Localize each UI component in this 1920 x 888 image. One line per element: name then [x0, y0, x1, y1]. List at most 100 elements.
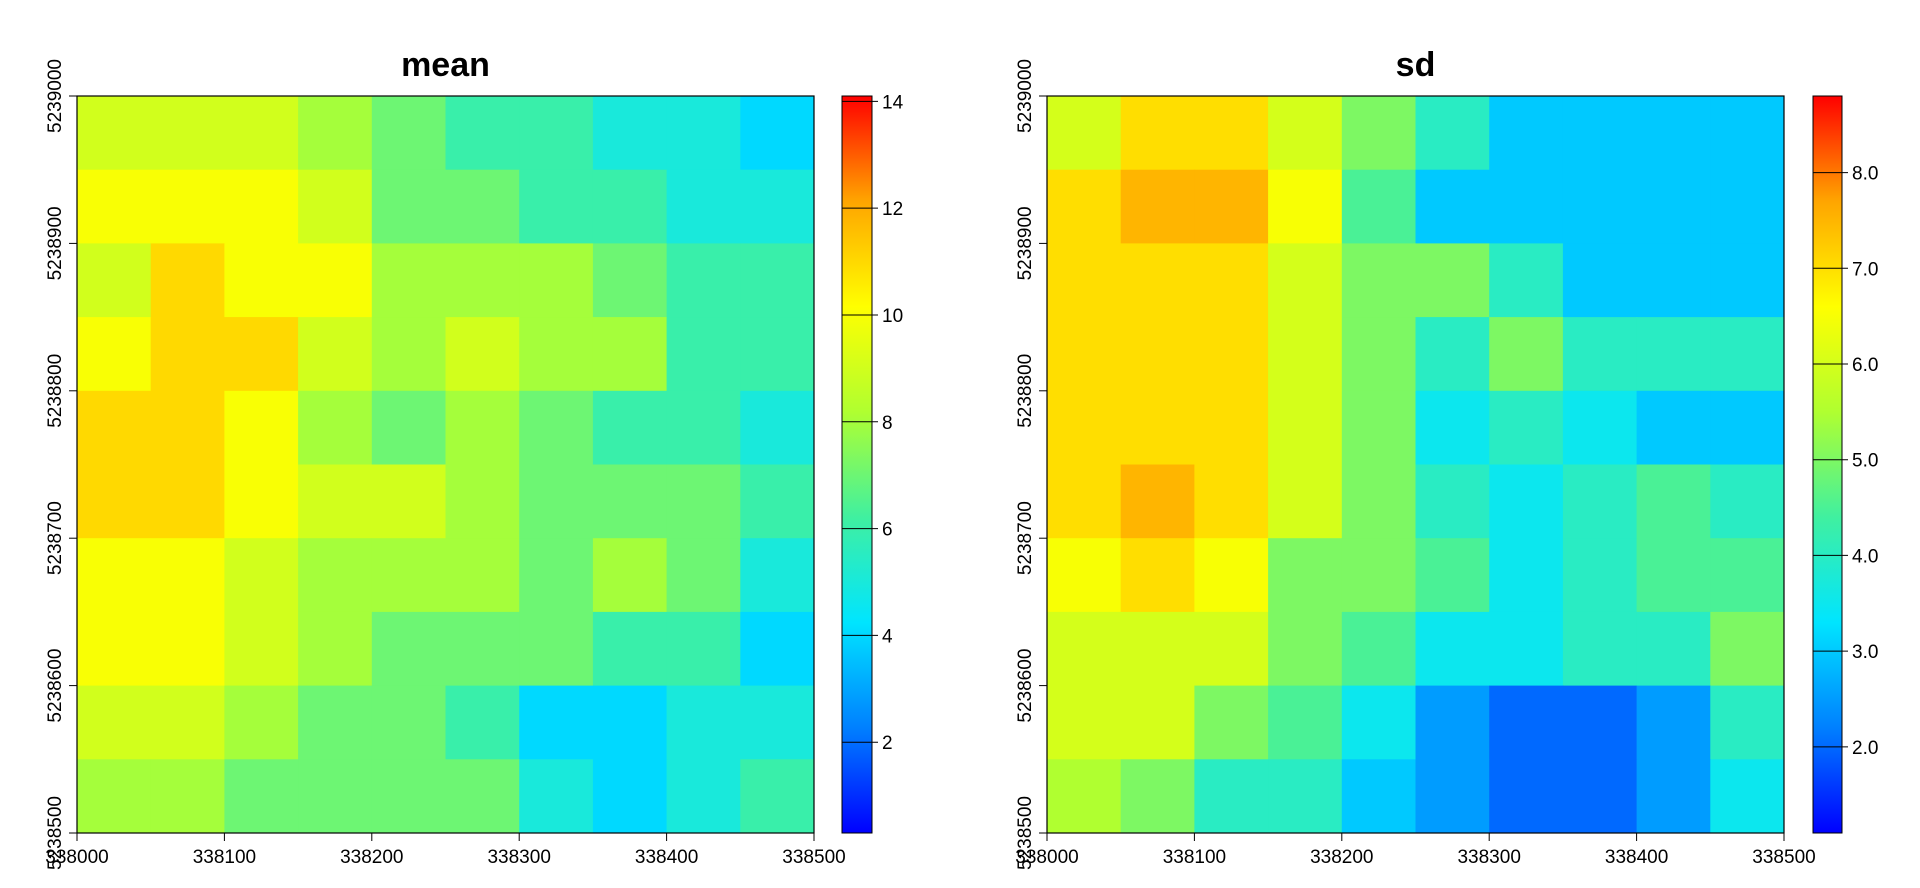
raster-cell	[1120, 759, 1195, 834]
raster-cell	[592, 96, 668, 171]
raster-cell	[77, 538, 152, 613]
raster-cell	[1710, 243, 1785, 318]
raster-cell	[1194, 611, 1269, 687]
colorbar-tick-label: 4.0	[1852, 546, 1878, 567]
raster-cell	[371, 243, 446, 318]
raster-cell	[1268, 243, 1343, 318]
raster-cell	[371, 96, 446, 171]
raster-cell	[224, 685, 299, 760]
raster-cell	[1562, 243, 1638, 318]
raster-cell	[740, 611, 815, 687]
raster-cell	[1120, 685, 1195, 760]
y-tick-label: 5238500	[45, 796, 66, 870]
raster-cell	[445, 317, 520, 392]
raster-cell	[1194, 685, 1269, 760]
raster-cell	[1710, 96, 1785, 171]
raster-cell	[1120, 390, 1195, 465]
raster-cell	[1415, 611, 1490, 687]
raster-cell	[371, 390, 446, 465]
raster-cell	[445, 96, 520, 171]
raster-cell	[740, 169, 815, 244]
raster-cell	[1562, 611, 1638, 687]
raster-cell	[1415, 243, 1490, 318]
raster-cell	[150, 243, 225, 318]
raster-cell	[1341, 685, 1416, 760]
colorbar-tick-label: 6.0	[1852, 355, 1878, 376]
raster-cell	[1636, 169, 1711, 244]
raster-cell	[1489, 464, 1564, 539]
raster-cell	[224, 169, 299, 244]
raster-cell	[1268, 169, 1343, 244]
raster-cell	[150, 317, 225, 392]
raster-cell	[519, 464, 594, 539]
raster-cell	[150, 390, 225, 465]
raster-cell	[1047, 464, 1122, 539]
raster-cell	[1562, 96, 1638, 171]
chart-title: mean	[401, 46, 490, 84]
raster-cell	[298, 759, 373, 834]
raster-cell	[298, 169, 373, 244]
raster-cell	[1341, 538, 1416, 613]
raster-cell	[740, 317, 815, 392]
raster-cell	[666, 611, 741, 687]
raster-cell	[1341, 390, 1416, 465]
colorbar-tick-label: 10	[882, 306, 903, 327]
raster-cell	[1415, 169, 1490, 244]
x-tick-label: 338200	[1310, 847, 1373, 868]
x-tick-label: 338300	[487, 847, 550, 868]
raster-cell	[1710, 538, 1785, 613]
raster-cell	[1636, 759, 1711, 834]
raster-cell	[592, 611, 668, 687]
raster-cell	[1710, 390, 1785, 465]
y-tick-label: 5238600	[1015, 649, 1036, 723]
raster-cell	[1562, 169, 1638, 244]
raster-cell	[1120, 169, 1195, 244]
plot-frame	[1046, 95, 1785, 834]
raster-cell	[1047, 759, 1122, 834]
raster-cell	[740, 96, 815, 171]
raster-cell	[1562, 464, 1638, 539]
raster-cell	[77, 96, 152, 171]
raster-cell	[1194, 169, 1269, 244]
raster-cell	[1636, 464, 1711, 539]
raster-cell	[519, 96, 594, 171]
raster-cell	[1489, 317, 1564, 392]
raster-cell	[1194, 243, 1269, 318]
raster-cell	[1415, 685, 1490, 760]
y-tick-label: 5238600	[45, 649, 66, 723]
raster-cell	[666, 390, 741, 465]
raster-cell	[371, 464, 446, 539]
raster-cell	[224, 243, 299, 318]
x-tick-label: 338000	[1015, 847, 1078, 868]
raster-cell	[666, 685, 741, 760]
colorbar-tick-label: 12	[882, 199, 903, 220]
raster-cell	[1047, 243, 1122, 318]
raster-cell	[1047, 169, 1122, 244]
y-tick-label: 5238900	[45, 206, 66, 280]
raster-cell	[1120, 611, 1195, 687]
x-tick-label: 338300	[1457, 847, 1520, 868]
raster-cell	[1268, 759, 1343, 834]
raster-cell	[224, 538, 299, 613]
raster-cell	[519, 169, 594, 244]
raster-cell	[666, 96, 741, 171]
raster-cell	[1489, 243, 1564, 318]
raster-cell	[519, 685, 594, 760]
raster-cell	[445, 390, 520, 465]
raster-cell	[740, 464, 815, 539]
raster-cell	[1710, 169, 1785, 244]
raster-cell	[1636, 685, 1711, 760]
raster-cell	[224, 611, 299, 687]
raster-cell	[445, 169, 520, 244]
raster-cell	[1489, 611, 1564, 687]
raster-cell	[224, 317, 299, 392]
raster-cell	[1562, 538, 1638, 613]
raster-cell	[298, 243, 373, 318]
raster-cell	[371, 685, 446, 760]
chart-title: sd	[1396, 46, 1436, 84]
y-tick-label: 5238800	[1015, 354, 1036, 428]
raster-cell	[298, 390, 373, 465]
raster-cell	[1120, 317, 1195, 392]
raster-cell	[1710, 317, 1785, 392]
x-tick-label: 338400	[1605, 847, 1668, 868]
